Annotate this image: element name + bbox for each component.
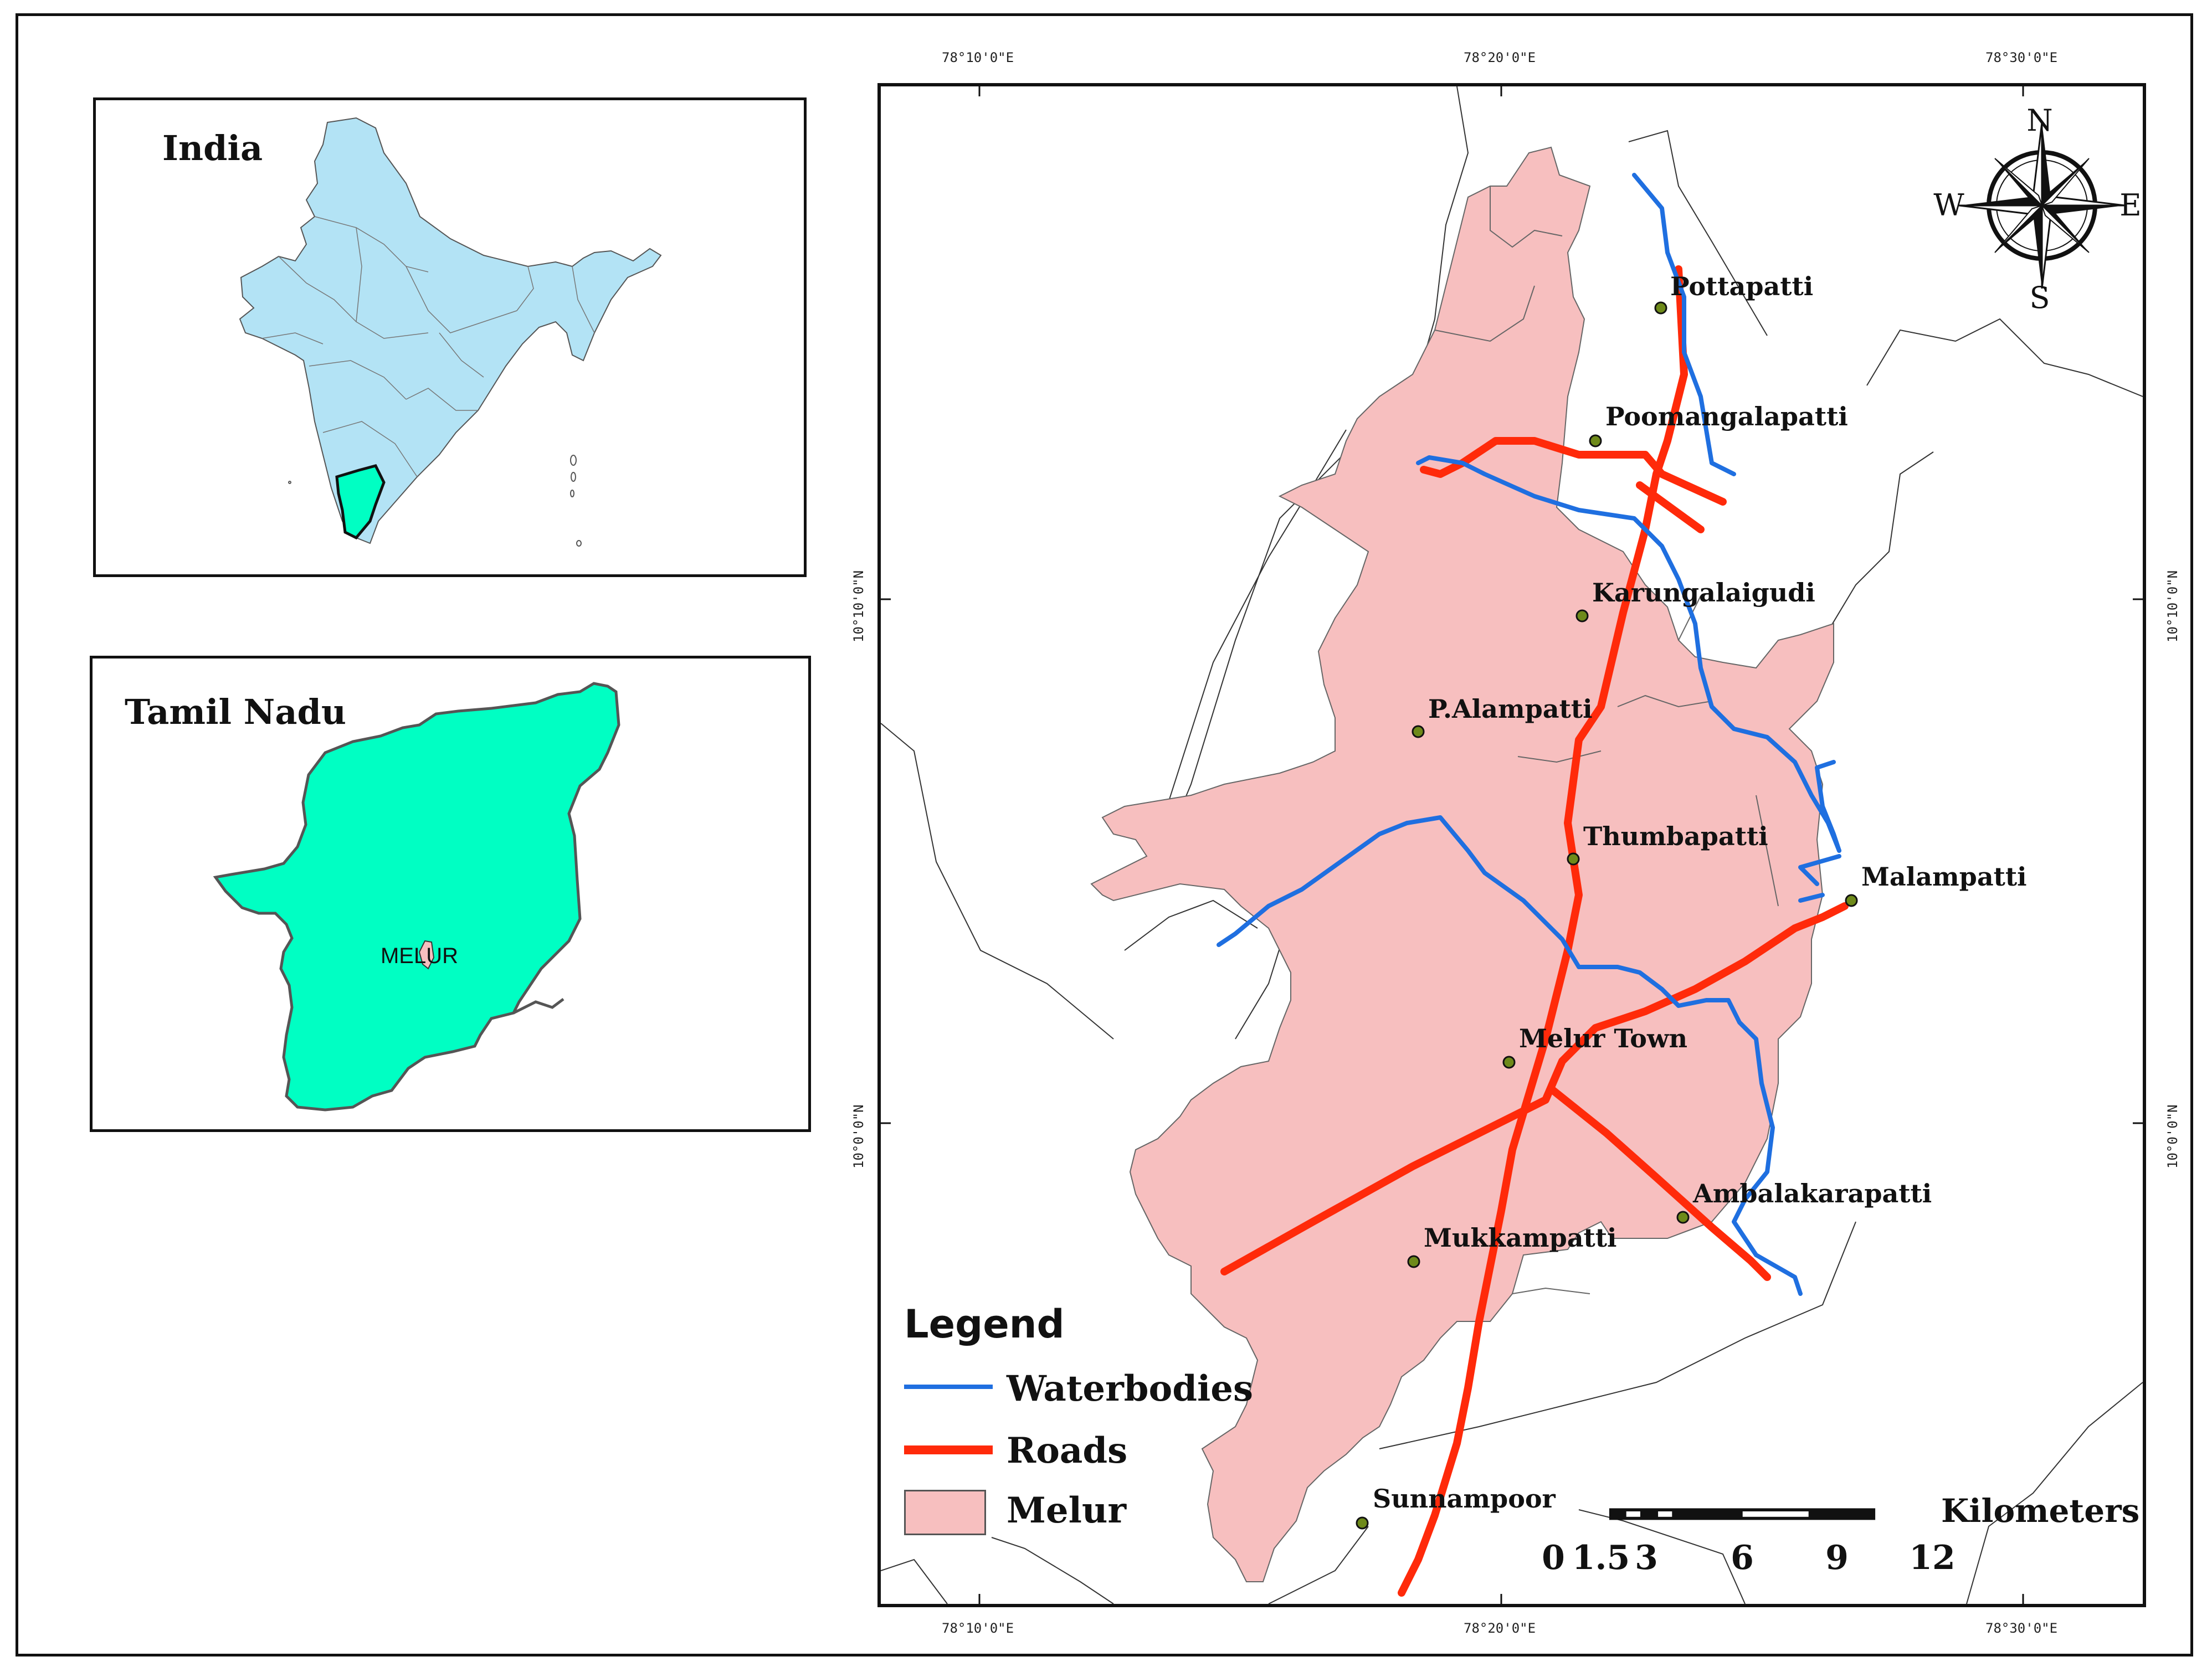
- roads-swatch: [904, 1445, 993, 1454]
- graticule-ticks: [881, 86, 2143, 1604]
- compass-s: S: [2030, 280, 2050, 315]
- melur-highlight: [418, 940, 435, 970]
- main-map: Pottapatti Poomangalapatti Karungalaigud…: [877, 83, 2146, 1607]
- coord-right-2: 10°0'0"N: [2165, 1104, 2180, 1169]
- internal-boundaries: [1434, 186, 1779, 1294]
- coord-top-2: 78°20'0"E: [1464, 50, 1536, 65]
- tamil-nadu-highlight: [335, 464, 386, 540]
- india-map: [239, 117, 662, 547]
- islands: [288, 455, 582, 547]
- coord-right-1: 10°10'0"N: [2165, 570, 2180, 642]
- coord-bottom-3: 78°30'0"E: [1985, 1620, 2058, 1636]
- place-label: Melur Town: [1519, 1023, 1687, 1053]
- north-arrow: N S E W: [1933, 103, 2141, 315]
- melur-area: [1090, 146, 1834, 1582]
- map-frame: [16, 13, 2193, 1656]
- place-pottapatti: Pottapatti: [1654, 271, 1813, 315]
- place-karungalaigudi: Karungalaigudi: [1575, 578, 1815, 623]
- compass-w: W: [1933, 188, 1964, 223]
- scale-tick: 6: [1731, 1539, 1754, 1577]
- coord-top-3: 78°30'0"E: [1985, 50, 2058, 65]
- coord-left-2: 10°0'0"N: [851, 1104, 866, 1169]
- tamil-nadu-coast: [512, 998, 564, 1015]
- legend-item-waterbodies: Waterbodies: [904, 1368, 1292, 1418]
- scale-track: [1609, 1508, 1876, 1520]
- place-p-alampatti: P.Alampatti: [1412, 694, 1593, 738]
- melur-inset-label: MELUR: [381, 944, 458, 968]
- india-outline: [239, 117, 662, 544]
- place-label: Mukkampatti: [1424, 1223, 1617, 1253]
- place-label: Ambalakarapatti: [1692, 1179, 1932, 1208]
- compass-star-icon: [1958, 122, 2126, 289]
- coord-bottom-1: 78°10'0"E: [942, 1620, 1014, 1636]
- legend-item-roads: Roads: [904, 1430, 1292, 1480]
- place-malampatti: Malampatti: [1845, 862, 2027, 907]
- place-poomangalapatti: Poomangalapatti: [1589, 402, 1848, 447]
- tamil-nadu-map: MELUR: [213, 682, 620, 1112]
- legend-label: Melur: [1007, 1490, 1127, 1531]
- place-label: Pottapatti: [1670, 271, 1813, 301]
- scale-tick: 1.5: [1572, 1539, 1630, 1577]
- compass-e: E: [2119, 188, 2141, 223]
- india-title: India: [162, 128, 263, 168]
- waterbodies-swatch: [904, 1385, 993, 1389]
- coord-bottom-2: 78°20'0"E: [1464, 1620, 1536, 1636]
- india-inset: India: [93, 97, 807, 577]
- compass-n: N: [2026, 103, 2052, 138]
- scale-tick: 3: [1635, 1539, 1658, 1577]
- tamil-nadu-inset: MELUR Tamil Nadu: [90, 656, 811, 1132]
- scale-tick: 0: [1542, 1539, 1565, 1577]
- tamil-nadu-title: Tamil Nadu: [125, 692, 346, 732]
- place-label: Sunnampoor: [1373, 1484, 1556, 1514]
- place-thumbapatti: Thumbapatti: [1567, 821, 1768, 866]
- place-label: P.Alampatti: [1428, 694, 1593, 724]
- scale-unit: Kilometers: [1941, 1492, 2140, 1530]
- legend-title: Legend: [904, 1301, 1065, 1347]
- place-label: Malampatti: [1861, 862, 2027, 892]
- place-mukkampatti: Mukkampatti: [1407, 1223, 1617, 1268]
- waterbodies: [1217, 173, 1841, 1296]
- scale-tick: 9: [1825, 1539, 1849, 1577]
- melur-map-svg: Pottapatti Poomangalapatti Karungalaigud…: [881, 86, 2143, 1604]
- legend: Legend Waterbodies Roads Melur: [904, 1301, 1292, 1556]
- melur-swatch: [904, 1490, 986, 1535]
- place-label: Poomangalapatti: [1605, 402, 1848, 431]
- tamil-nadu-outline: [213, 682, 620, 1112]
- place-sunnampoor: Sunnampoor: [1356, 1484, 1556, 1530]
- place-ambalakarapatti: Ambalakarapatti: [1676, 1179, 1932, 1224]
- coord-top-1: 78°10'0"E: [942, 50, 1014, 65]
- legend-label: Roads: [1007, 1430, 1128, 1472]
- place-label: Thumbapatti: [1583, 821, 1768, 851]
- scale-bar: Kilometers 0 1.5 3 6 9 12: [1542, 1492, 2139, 1602]
- coord-left-1: 10°10'0"N: [851, 570, 866, 642]
- scale-tick: 12: [1909, 1539, 1956, 1577]
- place-label: Karungalaigudi: [1592, 578, 1815, 608]
- place-melur-town: Melur Town: [1502, 1023, 1687, 1069]
- legend-label: Waterbodies: [1007, 1368, 1254, 1409]
- india-state-borders: [261, 216, 595, 477]
- roads: [1220, 265, 1849, 1597]
- legend-item-melur: Melur: [904, 1490, 1292, 1540]
- places: Pottapatti Poomangalapatti Karungalaigud…: [1356, 271, 2027, 1530]
